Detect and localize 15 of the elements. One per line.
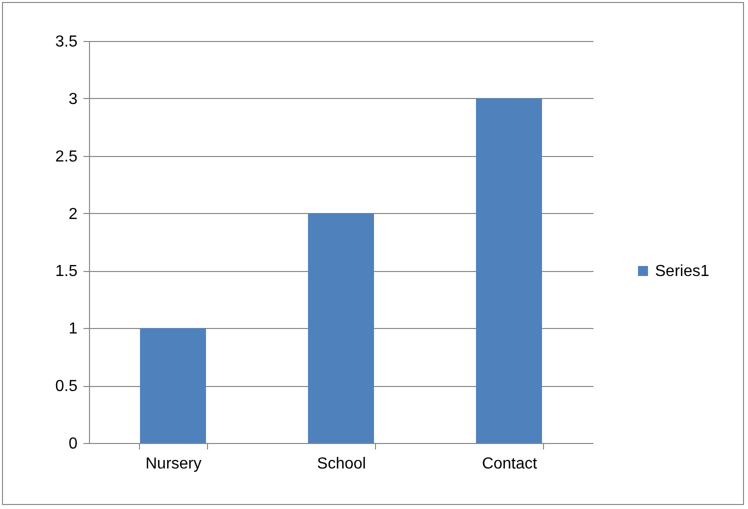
y-tick-label: 3 xyxy=(68,90,78,108)
bar xyxy=(476,98,542,443)
bar xyxy=(140,328,206,443)
x-tick-label: Nursery xyxy=(145,456,202,472)
legend-label: Series1 xyxy=(655,263,710,280)
y-tick-label: 2.5 xyxy=(55,148,78,166)
y-tick-label: 1 xyxy=(68,320,78,338)
y-tick-label: 2 xyxy=(68,206,78,223)
bar xyxy=(308,213,374,443)
y-tick-label: 3.5 xyxy=(55,34,78,50)
y-tick-label: 0.5 xyxy=(55,378,78,396)
y-tick-label: 1.5 xyxy=(55,263,78,280)
y-tick-label: 0 xyxy=(68,436,78,452)
x-tick-label: School xyxy=(317,456,366,472)
x-tick-label: Contact xyxy=(482,456,538,472)
